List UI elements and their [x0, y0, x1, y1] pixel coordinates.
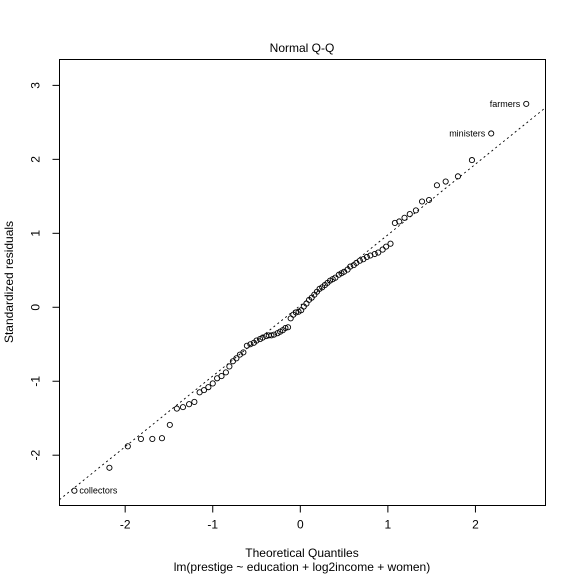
data-point [292, 309, 299, 316]
y-axis: -2 -1 0 1 2 3 [29, 82, 60, 461]
data-point [387, 240, 394, 247]
data-point [173, 405, 180, 412]
data-point [179, 404, 187, 411]
y-tick-label: 0 [29, 304, 43, 311]
x-tick-label: 2 [472, 518, 479, 532]
data-point [375, 249, 382, 256]
data-point [158, 435, 166, 442]
data-point [383, 243, 390, 250]
data-point [253, 337, 260, 344]
data-point [124, 443, 131, 450]
data-point [268, 332, 275, 339]
data-point [218, 373, 225, 380]
data-point [247, 341, 254, 348]
data-point [412, 207, 419, 214]
data-point [226, 363, 233, 370]
data-point [396, 218, 403, 225]
data-point [240, 349, 247, 356]
data-point [379, 246, 386, 253]
data-point [186, 401, 193, 408]
data-point [137, 435, 144, 442]
data-point [282, 324, 289, 332]
data-point [363, 253, 370, 261]
data-point [200, 387, 208, 394]
x-tick-label: -2 [120, 518, 131, 532]
y-tick-label: 1 [29, 230, 43, 237]
y-tick-label: -1 [29, 376, 43, 387]
y-axis-label: Standardized residuals [2, 221, 16, 343]
data-point [371, 250, 378, 258]
reference-line [59, 107, 546, 501]
data-point [191, 398, 198, 406]
data-point [229, 358, 236, 365]
data-point [332, 274, 339, 281]
point-label: ministers [449, 128, 486, 138]
y-tick-label: -2 [29, 450, 43, 461]
x-tick-label: 1 [385, 518, 392, 532]
data-point [488, 130, 495, 137]
plot-frame [59, 59, 546, 506]
x-axis: -2 -1 0 1 2 [120, 505, 479, 532]
point-labels: farmers ministers collectors [79, 99, 520, 496]
data-point [205, 384, 212, 391]
data-point [106, 464, 113, 471]
data-point [166, 421, 173, 428]
data-point [418, 198, 426, 205]
data-point [243, 342, 250, 349]
x-tick-label: 0 [297, 518, 304, 532]
data-point [149, 435, 156, 442]
data-point [433, 182, 440, 189]
point-label: collectors [79, 486, 118, 496]
chart-title: Normal Q-Q [270, 41, 335, 55]
data-point [71, 487, 78, 494]
data-point [270, 331, 278, 338]
data-point [287, 315, 294, 322]
data-point [523, 100, 530, 107]
data-points [71, 100, 530, 494]
data-point [259, 334, 266, 341]
data-point [222, 369, 229, 376]
data-point [425, 196, 433, 204]
data-point [406, 211, 413, 218]
y-tick-label: 2 [29, 156, 43, 163]
x-tick-label: -1 [207, 518, 218, 532]
data-point [401, 214, 408, 221]
x-axis-label: Theoretical Quantiles [245, 546, 358, 560]
data-point [442, 178, 449, 185]
data-point [209, 380, 216, 387]
data-point [468, 157, 475, 164]
point-label: farmers [490, 99, 521, 109]
y-tick-label: 3 [29, 82, 43, 89]
data-point [285, 324, 292, 331]
data-point [356, 257, 363, 264]
data-point [454, 173, 461, 180]
data-point [233, 355, 240, 362]
chart-subtitle: lm(prestige ~ education + log2income + w… [174, 560, 430, 574]
data-point [347, 263, 354, 270]
